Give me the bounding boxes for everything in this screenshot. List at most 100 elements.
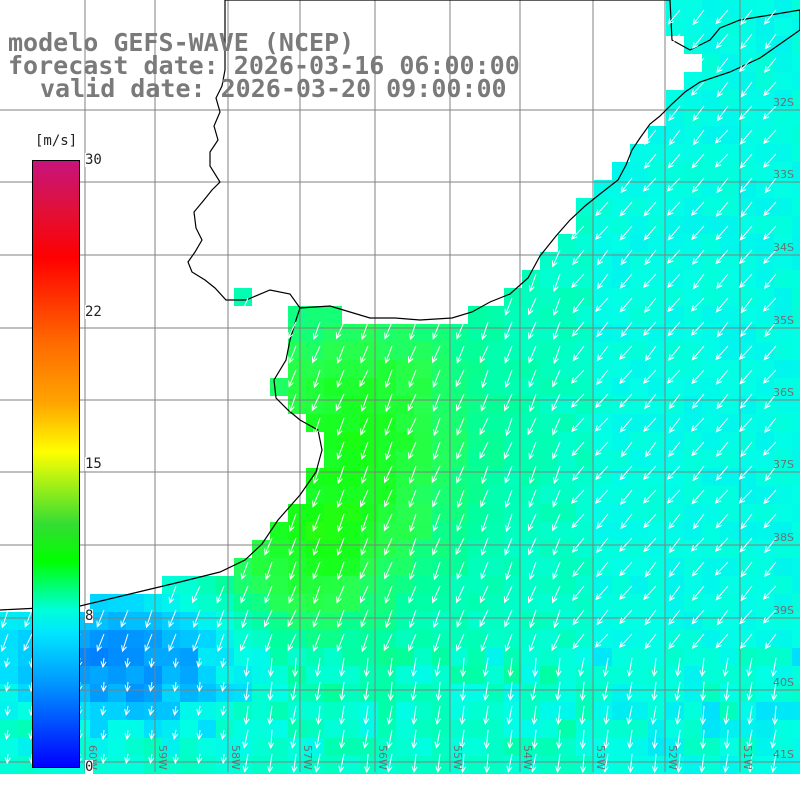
wind-cell (360, 360, 378, 378)
wind-cell (486, 576, 504, 594)
wind-arrow-head (716, 282, 723, 290)
wind-arrow (102, 729, 105, 739)
wind-arrow-head (692, 114, 699, 122)
wind-arrow-head (264, 573, 271, 581)
wind-arrow (506, 561, 513, 580)
wind-arrow-head (100, 708, 107, 716)
wind-arrow (5, 729, 9, 739)
wind-arrow-head (666, 257, 674, 264)
wind-arrow (534, 657, 537, 676)
wind-arrow (1, 633, 9, 652)
wind-arrow-head (100, 757, 107, 765)
wind-arrow (643, 585, 657, 600)
wind-arrow (595, 417, 609, 432)
wind-cell (468, 612, 486, 630)
wind-arrow-head (220, 757, 227, 765)
wind-arrow (763, 249, 777, 264)
wind-cell (90, 738, 108, 756)
wind-arrow (643, 273, 657, 288)
wind-arrow-head (527, 596, 534, 604)
wind-cell (360, 558, 378, 576)
wind-cell (720, 360, 738, 378)
wind-cell (378, 576, 396, 594)
wind-cell (666, 504, 684, 522)
wind-arrow-head (690, 305, 698, 312)
wind-arrow (385, 393, 393, 412)
wind-arrow (715, 561, 729, 576)
wind-cell (450, 450, 468, 468)
wind-arrow (529, 465, 537, 484)
wind-arrow (504, 393, 513, 411)
wind-arrow-head (571, 425, 578, 433)
wind-arrow-head (715, 425, 723, 433)
wind-arrow-head (432, 404, 439, 412)
wind-arrow-head (433, 429, 439, 437)
wind-cell (234, 612, 252, 630)
wind-arrow-head (572, 258, 579, 266)
wind-cell (756, 630, 774, 648)
wind-cell (792, 144, 800, 162)
wind-cell (486, 468, 504, 486)
wind-arrow-head (740, 570, 747, 578)
wind-arrow (552, 417, 561, 435)
wind-arrow-head (336, 500, 343, 508)
wind-arrow (667, 297, 681, 312)
wind-cell (144, 756, 162, 774)
wind-arrow-head (740, 450, 747, 458)
wind-arrow (505, 369, 513, 388)
wind-cell (144, 594, 162, 612)
wind-cell (666, 90, 684, 108)
wind-arrow-head (364, 766, 371, 774)
wind-cell (774, 108, 792, 126)
wind-arrow-head (644, 354, 651, 362)
wind-cell (234, 288, 252, 306)
wind-arrow-head (408, 596, 414, 604)
wind-cell (468, 324, 486, 342)
wind-arrow-head (619, 401, 626, 409)
wind-cell (756, 306, 774, 324)
wind-cell (450, 594, 468, 612)
wind-cell (648, 468, 666, 486)
wind-arrow-head (762, 593, 770, 600)
wind-arrow-head (716, 618, 723, 626)
wind-cell (396, 360, 414, 378)
wind-arrow-head (504, 380, 511, 388)
wind-arrow-head (764, 474, 771, 482)
wind-arrow-head (505, 525, 511, 533)
wind-cell (612, 594, 630, 612)
wind-cell (738, 18, 756, 36)
wind-arrow-head (456, 500, 463, 509)
wind-cell (486, 324, 504, 342)
wind-cell (558, 504, 576, 522)
wind-cell (684, 0, 702, 18)
wind-arrow (125, 705, 129, 715)
wind-arrow (366, 753, 369, 772)
wind-cell (432, 432, 450, 450)
wind-cell (702, 0, 720, 18)
wind-cell (342, 342, 360, 360)
wind-cell (540, 666, 558, 684)
wind-arrow-head (292, 670, 299, 678)
wind-arrow (315, 753, 321, 772)
wind-cell (792, 576, 800, 594)
wind-cell (306, 324, 324, 342)
wind-arrow-head (690, 545, 698, 552)
wind-cell (504, 666, 522, 684)
wind-arrow (716, 81, 729, 97)
wind-cell (324, 666, 342, 684)
wind-arrow (619, 465, 633, 480)
wind-cell (504, 702, 522, 720)
wind-cell (414, 576, 432, 594)
wind-cell (342, 414, 360, 432)
wind-arrow-head (642, 329, 650, 337)
wind-cell (702, 576, 720, 594)
wind-cell (594, 216, 612, 234)
wind-cell (630, 738, 648, 756)
wind-cell (162, 594, 180, 612)
wind-cell (558, 630, 576, 648)
wind-arrow (740, 633, 753, 649)
wind-arrow (716, 393, 729, 409)
wind-cell (684, 414, 702, 432)
wind-arrow (409, 465, 417, 484)
